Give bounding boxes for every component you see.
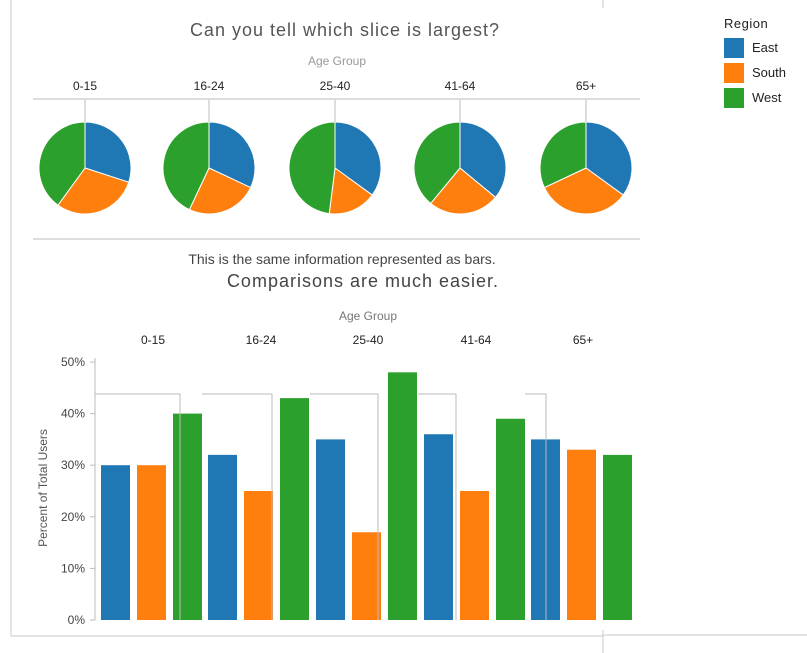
pie-slice-east [84,121,132,183]
legend-label: West [752,90,782,105]
pie-slice-west [38,121,86,206]
pie-slice-east [585,121,633,196]
pie-slice-east [208,121,256,189]
pie-slice-east [459,121,507,199]
facet-bracket [95,393,181,620]
bar-east [208,454,237,620]
bar-facet-tick-label: 65+ [573,333,593,347]
y-tick-label: 50% [61,355,85,369]
legend-swatch [724,37,744,58]
bar-east [424,434,453,620]
legend-swatch [724,62,744,83]
y-tick-label: 0% [68,613,86,627]
legend-item-west: West [724,85,804,110]
bar-east [101,465,130,620]
bar-west [603,454,632,620]
legend-swatch [724,87,744,108]
pie-facet-tick-label: 25-40 [320,79,351,93]
pie-facet-label: Age Group [308,54,366,68]
pie-slice-south [429,167,497,215]
legend-label: East [752,40,779,55]
bar-south [137,465,166,620]
legend-item-east: East [724,35,804,60]
facet-bracket [310,393,379,620]
facet-bracket [525,393,547,620]
bar-chart-subtitle: This is the same information represented… [188,251,495,267]
bar-facet-tick-label: 25-40 [353,333,384,347]
y-tick-label: 30% [61,458,85,472]
pie-slice-west [162,121,210,211]
pie-slice-south [188,167,252,215]
legend-label: South [752,65,786,80]
pie-chart-title: Can you tell which slice is largest? [190,20,500,40]
pie-slice-south [57,167,130,215]
y-axis-title: Percent of Total Users [36,429,50,547]
legend-title: Region [724,16,769,31]
bar-west [388,372,417,620]
pie-slice-west [413,121,461,205]
y-tick-label: 20% [61,510,85,524]
y-tick-label: 10% [61,561,85,575]
legend-item-south: South [724,60,804,85]
pie-slice-west [539,121,587,189]
bar-facet-label: Age Group [339,309,397,323]
pie-facet-tick-label: 65+ [576,79,596,93]
bar-west [173,413,202,620]
pie-facet-tick-label: 16-24 [194,79,225,93]
bar-west [280,398,309,620]
bar-east [316,439,345,620]
pie-facet-tick-label: 0-15 [73,79,97,93]
bar-south [460,491,489,620]
facet-bracket [202,393,273,620]
pie-slice-south [328,167,373,215]
bar-chart-title: Comparisons are much easier. [227,271,499,291]
pie-slice-south [543,167,624,215]
bar-south [244,491,273,620]
facet-bracket [418,393,457,620]
pie-slice-east [334,121,382,196]
legend: Region East South West [724,16,804,110]
bar-facet-tick-label: 0-15 [141,333,165,347]
y-tick-label: 40% [61,407,85,421]
bar-facet-tick-label: 16-24 [246,333,277,347]
bar-facet-tick-label: 41-64 [461,333,492,347]
bar-south [567,449,596,620]
bar-west [496,418,525,620]
bar-south [352,532,381,620]
pie-facet-tick-label: 41-64 [445,79,476,93]
pie-slice-west [288,121,336,215]
